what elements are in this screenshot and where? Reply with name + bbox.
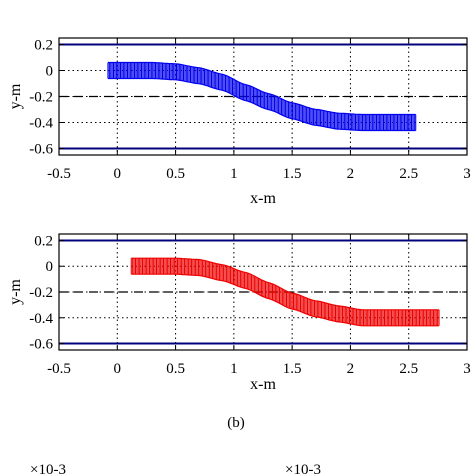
x-tick-label: -0.5 [47, 361, 71, 377]
y-tick-label: 0 [46, 259, 54, 275]
x-tick-label: 3 [463, 361, 471, 377]
x-tick-label: 1.5 [283, 166, 302, 182]
x-tick-label: 2.5 [399, 166, 418, 182]
chart-panel-bottom: -0.5 0 0.5 1 1.5 2 2.5 3 0.2 0 -0.2 -0.4 -0.6 x-m y-m [7, 233, 471, 393]
x-tick-label: 0 [114, 361, 122, 377]
x-tick-label: 2 [347, 166, 355, 182]
y-axis-label: y-m [7, 279, 24, 305]
footer-exponent-left: ×10-3 [30, 462, 66, 474]
x-axis-label: x-m [250, 376, 276, 393]
footer-exponent-right: ×10-3 [285, 462, 321, 474]
x-tick-label: 2.5 [399, 361, 418, 377]
y-tick-label: 0.2 [34, 233, 53, 249]
x-tick-label: 0.5 [166, 166, 185, 182]
x-tick-label: 1 [230, 166, 238, 182]
x-tick-label: 0 [114, 166, 122, 182]
figure-caption: (b) [227, 415, 245, 431]
y-tick-label: 0 [46, 64, 54, 80]
y-tick-label: -0.4 [29, 116, 53, 132]
y-tick-label: -0.4 [29, 311, 53, 327]
y-tick-label: -0.2 [29, 285, 53, 301]
y-tick-label: -0.6 [29, 337, 53, 353]
x-tick-label: 3 [463, 166, 471, 182]
trajectory-series [107, 61, 417, 132]
y-tick-label: 0.2 [34, 38, 53, 54]
x-tick-label: 1.5 [283, 361, 302, 377]
x-tick-label: 2 [347, 361, 355, 377]
trajectory-edge [108, 61, 416, 116]
chart-panel-top: -0.5 0 0.5 1 1.5 2 2.5 3 0.2 0 -0.2 -0.4 -0.6 x-m y-m [7, 37, 471, 207]
trajectory-edge [131, 273, 439, 327]
x-axis-label: x-m [250, 190, 276, 207]
trajectory-edge [131, 257, 439, 311]
x-tick-label: 1 [230, 361, 238, 377]
y-tick-label: -0.6 [29, 142, 53, 158]
trajectory-edge [108, 77, 416, 132]
y-tick-label: -0.2 [29, 90, 53, 106]
y-axis-label: y-m [7, 83, 24, 109]
x-tick-label: 0.5 [166, 361, 185, 377]
trajectory-series [130, 257, 440, 327]
x-tick-label: -0.5 [47, 166, 71, 182]
